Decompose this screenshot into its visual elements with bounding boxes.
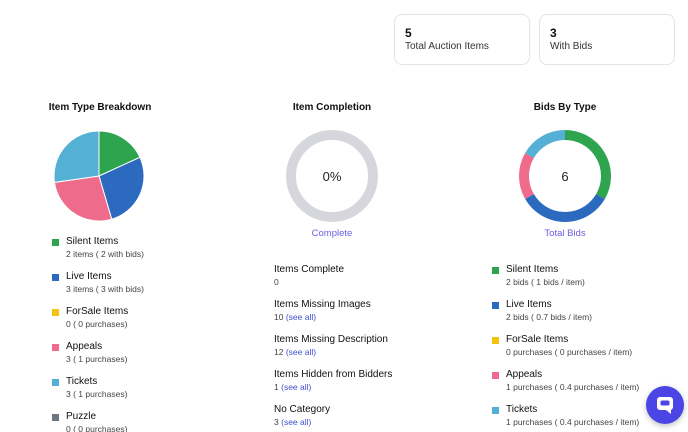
completion-title: Item Completion bbox=[292, 102, 372, 113]
completion-item-count: 10 bbox=[274, 312, 284, 322]
donut-segment-appeals bbox=[519, 153, 534, 199]
legend-detail: 2 bids ( 0.7 bids / item) bbox=[506, 312, 592, 322]
legend-detail: 0 purchases ( 0 purchases / item) bbox=[506, 347, 633, 357]
bids-caption: Total Bids bbox=[544, 228, 586, 239]
completion-item-count: 12 bbox=[274, 347, 284, 357]
legend-name: Puzzle bbox=[66, 411, 97, 422]
legend-detail: 0 ( 0 purchases) bbox=[66, 424, 128, 432]
total-bids-count: 6 bbox=[561, 169, 569, 184]
legend-name: Live Items bbox=[66, 271, 112, 282]
pie-slice-silent-items bbox=[98, 130, 141, 177]
legend-name: Appeals bbox=[66, 341, 103, 352]
bids-title: Bids By Type bbox=[533, 102, 597, 113]
legend-item: Silent Items 2 bids ( 1 bids / item) bbox=[492, 263, 639, 298]
legend-name: Silent Items bbox=[506, 264, 559, 275]
see-all-link[interactable]: (see all) bbox=[281, 417, 312, 427]
completion-percent: 0% bbox=[322, 169, 342, 184]
legend-item: ForSale Items 0 purchases ( 0 purchases /… bbox=[492, 333, 639, 368]
completion-item-label: Items Missing Images bbox=[274, 299, 371, 310]
stat-label: With Bids bbox=[550, 41, 593, 52]
legend-item: Appeals 3 ( 1 purchases) bbox=[52, 340, 144, 375]
legend-swatch bbox=[52, 239, 59, 246]
see-all-link[interactable]: (see all) bbox=[285, 347, 317, 357]
pie-slice-appeals bbox=[53, 175, 113, 222]
legend-swatch bbox=[492, 407, 499, 414]
legend-item: Appeals 1 purchases ( 0.4 purchases / ite… bbox=[492, 368, 639, 403]
legend-swatch bbox=[52, 379, 59, 386]
legend-name: ForSale Items bbox=[66, 306, 129, 317]
legend-item: ForSale Items 0 ( 0 purchases) bbox=[52, 305, 144, 340]
legend-item: Puzzle 0 ( 0 purchases) bbox=[52, 410, 144, 432]
legend-name: Appeals bbox=[506, 369, 543, 380]
item-type-pie-chart bbox=[53, 130, 145, 222]
completion-item-label: Items Complete bbox=[274, 264, 345, 275]
bids-donut-chart bbox=[519, 130, 611, 222]
completion-ring-chart bbox=[286, 130, 378, 222]
stat-card-total-items: 5 Total Auction Items bbox=[394, 14, 530, 65]
completion-ring-track bbox=[286, 130, 378, 222]
legend-name: ForSale Items bbox=[506, 334, 569, 345]
legend-item: Live Items 2 bids ( 0.7 bids / item) bbox=[492, 298, 639, 333]
legend-swatch bbox=[492, 337, 499, 344]
completion-item-label: Items Hidden from Bidders bbox=[274, 369, 393, 380]
chat-bubble-icon bbox=[657, 397, 673, 414]
legend-detail: 0 ( 0 purchases) bbox=[66, 319, 128, 329]
breakdown-title: Item Type Breakdown bbox=[48, 102, 152, 113]
legend-name: Tickets bbox=[66, 376, 98, 387]
legend-item: Silent Items 2 items ( 2 with bids) bbox=[52, 235, 144, 270]
legend-detail: 3 ( 1 purchases) bbox=[66, 354, 128, 364]
see-all-link[interactable]: (see all) bbox=[281, 382, 312, 392]
legend-name: Tickets bbox=[506, 404, 538, 415]
legend-name: Silent Items bbox=[66, 236, 119, 247]
legend-swatch bbox=[52, 414, 59, 421]
donut-segment-silent-items bbox=[564, 130, 611, 199]
completion-item-count: 0 bbox=[274, 277, 279, 287]
stat-card-with-bids: 3 With Bids bbox=[539, 14, 675, 65]
legend-item: Live Items 3 items ( 3 with bids) bbox=[52, 270, 144, 305]
completion-item: Items Missing Description 12 (see all) bbox=[274, 333, 392, 368]
completion-item-count: 1 bbox=[274, 382, 279, 392]
stat-value: 5 bbox=[405, 26, 412, 40]
completion-item: No Category 3 (see all) bbox=[274, 403, 392, 432]
donut-segment-live-items bbox=[525, 193, 605, 222]
pie-slice-live-items bbox=[98, 156, 145, 220]
completion-item: Items Complete 0 bbox=[274, 263, 392, 298]
legend-swatch bbox=[52, 344, 59, 351]
legend-detail: 1 purchases ( 0.4 purchases / item) bbox=[506, 382, 640, 392]
legend-detail: 2 items ( 2 with bids) bbox=[66, 249, 144, 259]
donut-segment-tickets bbox=[525, 130, 566, 159]
stat-label: Total Auction Items bbox=[405, 41, 489, 52]
legend-swatch bbox=[492, 302, 499, 309]
see-all-link[interactable]: (see all) bbox=[285, 312, 317, 322]
completion-item: Items Hidden from Bidders 1 (see all) bbox=[274, 368, 392, 403]
legend-item: Tickets 3 ( 1 purchases) bbox=[52, 375, 144, 410]
completion-item-label: No Category bbox=[274, 404, 331, 415]
pie-slice-tickets bbox=[53, 130, 100, 183]
completion-item-label: Items Missing Description bbox=[274, 334, 388, 345]
breakdown-legend: Silent Items 2 items ( 2 with bids) Live … bbox=[52, 235, 144, 432]
legend-item: Tickets 1 purchases ( 0.4 purchases / ite… bbox=[492, 403, 639, 432]
completion-item-count: 3 bbox=[274, 417, 279, 427]
legend-swatch bbox=[52, 309, 59, 316]
legend-swatch bbox=[492, 372, 499, 379]
legend-detail: 2 bids ( 1 bids / item) bbox=[506, 277, 585, 287]
completion-list: Items Complete 0 Items Missing Images 10… bbox=[274, 263, 392, 432]
completion-item: Items Missing Images 10 (see all) bbox=[274, 298, 392, 333]
completion-caption: Complete bbox=[311, 228, 353, 239]
legend-swatch bbox=[52, 274, 59, 281]
legend-swatch bbox=[492, 267, 499, 274]
legend-detail: 1 purchases ( 0.4 purchases / item) bbox=[506, 417, 640, 427]
legend-detail: 3 ( 1 purchases) bbox=[66, 389, 128, 399]
stat-value: 3 bbox=[550, 26, 557, 40]
legend-name: Live Items bbox=[506, 299, 552, 310]
legend-detail: 3 items ( 3 with bids) bbox=[66, 284, 144, 294]
bids-legend: Silent Items 2 bids ( 1 bids / item) Live… bbox=[492, 263, 639, 432]
chat-button[interactable] bbox=[646, 386, 684, 424]
